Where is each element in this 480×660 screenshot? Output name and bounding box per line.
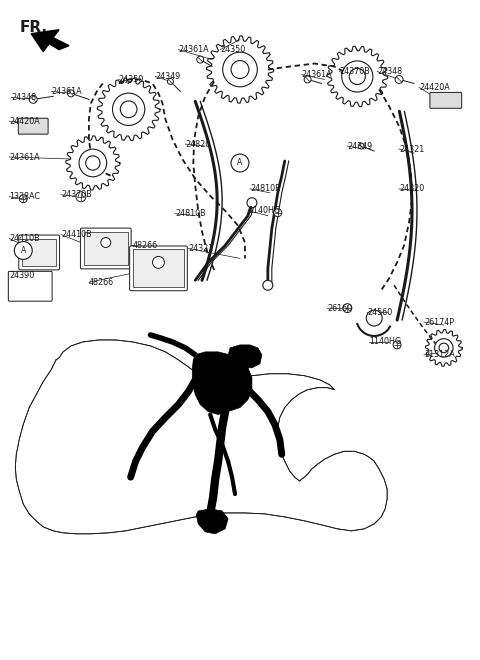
Text: 24361A: 24361A [9, 152, 40, 162]
Text: 21312A: 21312A [424, 350, 455, 359]
Circle shape [101, 238, 111, 248]
Bar [133, 249, 184, 287]
Circle shape [263, 280, 273, 290]
FancyBboxPatch shape [130, 246, 187, 290]
Circle shape [393, 341, 401, 349]
Circle shape [120, 101, 137, 117]
Text: 24350: 24350 [119, 75, 144, 84]
Circle shape [68, 90, 74, 97]
Circle shape [112, 93, 145, 125]
Polygon shape [228, 345, 262, 368]
FancyBboxPatch shape [19, 235, 60, 270]
Circle shape [366, 310, 382, 326]
Text: 24348: 24348 [377, 67, 402, 76]
Circle shape [223, 52, 257, 87]
Text: 24361A: 24361A [179, 45, 209, 54]
Text: 24349: 24349 [348, 142, 372, 150]
Text: 24370B: 24370B [339, 67, 370, 76]
Text: 24810B: 24810B [250, 184, 281, 193]
Circle shape [434, 339, 453, 357]
Polygon shape [192, 352, 252, 414]
Text: 26174P: 26174P [424, 317, 454, 327]
Text: 24820: 24820 [399, 184, 424, 193]
Text: 24361A: 24361A [301, 70, 332, 79]
Circle shape [29, 95, 37, 104]
Bar [84, 232, 128, 265]
Polygon shape [196, 509, 228, 534]
Text: A: A [238, 158, 242, 168]
Circle shape [79, 149, 107, 177]
Polygon shape [31, 30, 69, 51]
Circle shape [197, 56, 204, 63]
Text: 24560: 24560 [367, 308, 393, 317]
Circle shape [395, 75, 403, 83]
Text: 24350: 24350 [220, 45, 245, 54]
Circle shape [304, 76, 311, 83]
Text: 48266: 48266 [89, 278, 114, 287]
Circle shape [439, 343, 449, 352]
Text: 24410B: 24410B [61, 230, 92, 239]
Text: 24321: 24321 [399, 145, 424, 154]
Text: 24349: 24349 [156, 72, 181, 81]
Text: 24370B: 24370B [61, 190, 92, 199]
Text: 24321: 24321 [188, 244, 214, 253]
Circle shape [247, 198, 257, 208]
FancyBboxPatch shape [18, 118, 48, 134]
Text: 1140HG: 1140HG [248, 206, 280, 215]
Text: 24820: 24820 [185, 139, 211, 148]
Circle shape [342, 61, 373, 92]
Circle shape [14, 242, 32, 259]
Text: 1140HG: 1140HG [369, 337, 401, 346]
Circle shape [168, 79, 173, 84]
Text: 24348: 24348 [12, 93, 36, 102]
Text: 24410B: 24410B [9, 234, 40, 243]
FancyBboxPatch shape [81, 228, 131, 269]
Text: 24420A: 24420A [419, 83, 450, 92]
Circle shape [274, 209, 282, 216]
Circle shape [349, 69, 365, 84]
Circle shape [231, 61, 249, 79]
Circle shape [153, 257, 165, 269]
FancyBboxPatch shape [430, 92, 462, 108]
Text: 24810B: 24810B [175, 209, 206, 218]
Text: 1338AC: 1338AC [9, 192, 40, 201]
Circle shape [86, 156, 100, 170]
Bar [22, 238, 56, 267]
Circle shape [358, 143, 364, 149]
Polygon shape [15, 340, 387, 534]
Text: 24420A: 24420A [9, 117, 40, 125]
Circle shape [343, 304, 352, 313]
Circle shape [76, 192, 86, 202]
Circle shape [19, 195, 27, 203]
Text: FR.: FR. [19, 20, 48, 35]
FancyBboxPatch shape [8, 271, 52, 301]
Text: 48266: 48266 [132, 241, 158, 250]
Text: 24390: 24390 [9, 271, 35, 280]
Text: A: A [21, 246, 26, 255]
Circle shape [231, 154, 249, 172]
Text: 24361A: 24361A [51, 87, 82, 96]
Text: 26160: 26160 [327, 304, 353, 313]
